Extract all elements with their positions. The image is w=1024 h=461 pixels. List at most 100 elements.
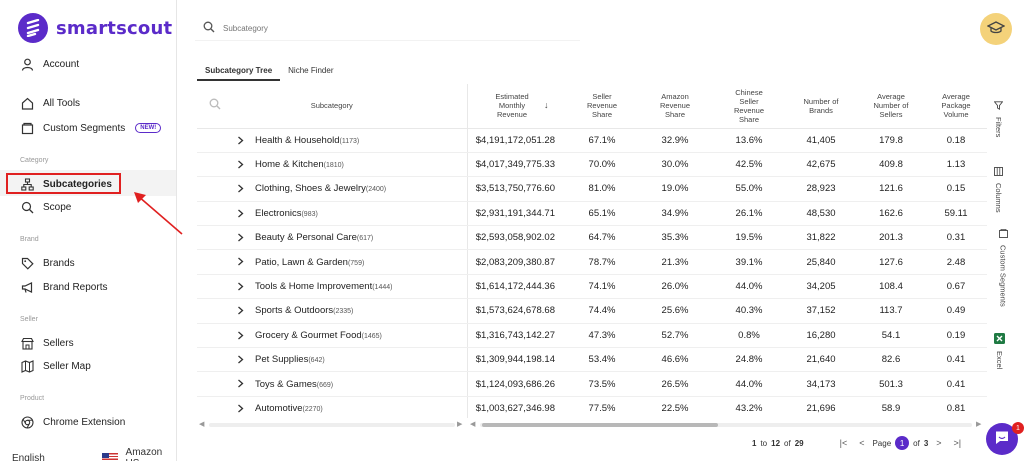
table-row[interactable]: Automotive(2270) $1,003,627,346.98 77.5% 22… — [197, 396, 987, 418]
table-row[interactable]: Patio, Lawn & Garden(759) $2,083,209,380.… — [197, 249, 987, 275]
chevron-right-icon[interactable] — [237, 233, 244, 245]
table-header-row: Subcategory Estimated Monthly Revenue↓ S… — [197, 84, 987, 129]
logo[interactable]: smartscout — [18, 13, 172, 43]
left-horizontal-scrollbar[interactable]: ◀ ▶ — [197, 420, 467, 430]
columns-button[interactable]: Columns — [994, 167, 1003, 213]
current-page[interactable]: 1 — [895, 436, 910, 450]
last-page-icon[interactable]: >| — [953, 438, 962, 448]
cell-subcategory[interactable]: Clothing, Shoes & Jewelry(2400) — [197, 176, 467, 202]
chevron-right-icon[interactable] — [237, 306, 244, 318]
column-header-chinese-seller-revenue-share[interactable]: Chinese Seller Revenue Share — [713, 84, 785, 129]
table-row[interactable]: Pet Supplies(642) $1,309,944,198.14 53.4% 4… — [197, 347, 987, 373]
column-header-estimated-monthly-revenue[interactable]: Estimated Monthly Revenue↓ — [466, 84, 567, 129]
scroll-left-icon[interactable]: ◀ — [199, 421, 205, 428]
custom-segments-button[interactable]: Custom Segments — [994, 229, 1012, 307]
table-row[interactable]: Sports & Outdoors(2335) $1,573,624,678.68… — [197, 298, 987, 324]
sidebar-item-brands[interactable]: Brands — [20, 254, 75, 272]
scroll-right-icon[interactable]: ▶ — [976, 421, 982, 428]
table-row[interactable]: Home & Kitchen(1810) $4,017,349,775.33 70.… — [197, 152, 987, 178]
cell-seller-share: 81.0% — [567, 176, 637, 202]
cell-amazon-share: 25.6% — [637, 298, 713, 324]
scroll-thumb[interactable] — [482, 423, 718, 427]
chevron-right-icon[interactable] — [237, 379, 244, 391]
table-row[interactable]: Grocery & Gourmet Food(1465) $1,316,743,1… — [197, 323, 987, 349]
cell-subcategory[interactable]: Patio, Lawn & Garden(759) — [197, 249, 467, 275]
table-row[interactable]: Tools & Home Improvement(1444) $1,614,172… — [197, 274, 987, 300]
tab-subcategory-tree[interactable]: Subcategory Tree — [197, 63, 281, 81]
tab-niche-finder[interactable]: Niche Finder — [288, 66, 334, 75]
language-selector[interactable]: English — [12, 452, 45, 461]
table-row[interactable]: Health & Household(1173) $4,191,172,051.2… — [197, 128, 987, 153]
sidebar-item-chrome-extension[interactable]: Chrome Extension — [20, 413, 125, 431]
chevron-right-icon[interactable] — [237, 355, 244, 367]
chevron-right-icon[interactable] — [237, 331, 244, 343]
next-page-icon[interactable]: > — [936, 438, 942, 448]
cell-subcategory[interactable]: Automotive(2270) — [197, 396, 467, 418]
cell-brands: 42,675 — [785, 152, 857, 178]
cell-avg-sellers: 179.8 — [857, 128, 925, 153]
cell-subcategory[interactable]: Home & Kitchen(1810) — [197, 152, 467, 178]
marketplace-selector[interactable]: Amazon US — [125, 447, 163, 461]
sidebar-item-label: Subcategories — [43, 178, 112, 190]
sidebar-item-seller-map[interactable]: Seller Map — [20, 357, 91, 375]
sidebar-item-custom-segments[interactable]: Custom Segments NEW! — [20, 119, 162, 137]
scroll-right-icon[interactable]: ▶ — [457, 421, 463, 428]
table-search-icon[interactable] — [209, 98, 221, 112]
cell-subcategory[interactable]: Grocery & Gourmet Food(1465) — [197, 323, 467, 349]
us-flag-icon — [102, 453, 118, 461]
chevron-right-icon[interactable] — [237, 160, 244, 172]
smartscout-logo-icon — [18, 13, 48, 43]
sidebar-item-sellers[interactable]: Sellers — [20, 334, 74, 352]
chevron-right-icon[interactable] — [237, 257, 244, 269]
cell-subcategory[interactable]: Sports & Outdoors(2335) — [197, 298, 467, 324]
table-row[interactable]: Clothing, Shoes & Jewelry(2400) $3,513,75… — [197, 176, 987, 202]
scroll-left-icon[interactable]: ◀ — [470, 421, 476, 428]
excel-export-button[interactable]: Excel — [994, 333, 1005, 369]
filters-button[interactable]: Filters — [993, 101, 1004, 137]
cell-package-volume: 1.13 — [925, 152, 987, 178]
chevron-right-icon[interactable] — [237, 209, 244, 221]
sidebar-item-all-tools[interactable]: All Tools — [20, 94, 80, 112]
prev-page-icon[interactable]: < — [859, 438, 865, 448]
column-header-average-number-of-sellers[interactable]: Average Number of Sellers — [857, 84, 925, 129]
chevron-right-icon[interactable] — [237, 282, 244, 294]
chevron-right-icon[interactable] — [237, 136, 244, 148]
section-label-product: Product — [20, 395, 45, 402]
store-icon — [20, 336, 35, 351]
column-header-seller-revenue-share[interactable]: Seller Revenue Share — [567, 84, 637, 129]
sidebar-item-subcategories[interactable]: Subcategories — [20, 175, 112, 193]
table-row[interactable]: Toys & Games(669) $1,124,093,686.26 73.5% 2… — [197, 371, 987, 397]
table-row[interactable]: Electronics(983) $2,931,191,344.71 65.1% 34… — [197, 201, 987, 227]
megaphone-icon — [20, 280, 35, 295]
sidebar-item-scope[interactable]: Scope — [20, 198, 71, 216]
sidebar-item-account[interactable]: Account — [20, 55, 79, 73]
main-horizontal-scrollbar[interactable]: ◀ ▶ — [468, 420, 988, 430]
cell-subcategory[interactable]: Electronics(983) — [197, 201, 467, 227]
first-page-icon[interactable]: |< — [839, 438, 848, 448]
search-input[interactable] — [223, 24, 523, 33]
sidebar-item-label: Sellers — [43, 337, 74, 349]
search-icon — [203, 21, 215, 36]
column-header-number-of-brands[interactable]: Number of Brands — [785, 84, 857, 129]
sidebar-item-label: Seller Map — [43, 360, 91, 372]
sort-down-icon: ↓ — [544, 100, 549, 111]
cell-subcategory[interactable]: Toys & Games(669) — [197, 371, 467, 397]
cell-revenue: $2,931,191,344.71 — [466, 201, 567, 227]
sidebar-item-brand-reports[interactable]: Brand Reports — [20, 278, 107, 296]
table-row[interactable]: Beauty & Personal Care(617) $2,593,058,90… — [197, 225, 987, 251]
column-header-average-package-volume[interactable]: Average Package Volume — [925, 84, 987, 129]
avatar[interactable] — [980, 13, 1012, 45]
chevron-right-icon[interactable] — [237, 184, 244, 196]
cell-subcategory[interactable]: Health & Household(1173) — [197, 128, 467, 153]
cell-subcategory[interactable]: Beauty & Personal Care(617) — [197, 225, 467, 251]
column-header-subcategory[interactable]: Subcategory — [197, 84, 467, 129]
cell-amazon-share: 26.5% — [637, 371, 713, 397]
cell-amazon-share: 22.5% — [637, 396, 713, 418]
cell-chinese-share: 26.1% — [713, 201, 785, 227]
chevron-right-icon[interactable] — [237, 404, 244, 416]
cell-subcategory[interactable]: Tools & Home Improvement(1444) — [197, 274, 467, 300]
cell-subcategory[interactable]: Pet Supplies(642) — [197, 347, 467, 373]
column-header-amazon-revenue-share[interactable]: Amazon Revenue Share — [637, 84, 713, 129]
chrome-icon — [20, 415, 35, 430]
cell-package-volume: 0.15 — [925, 176, 987, 202]
